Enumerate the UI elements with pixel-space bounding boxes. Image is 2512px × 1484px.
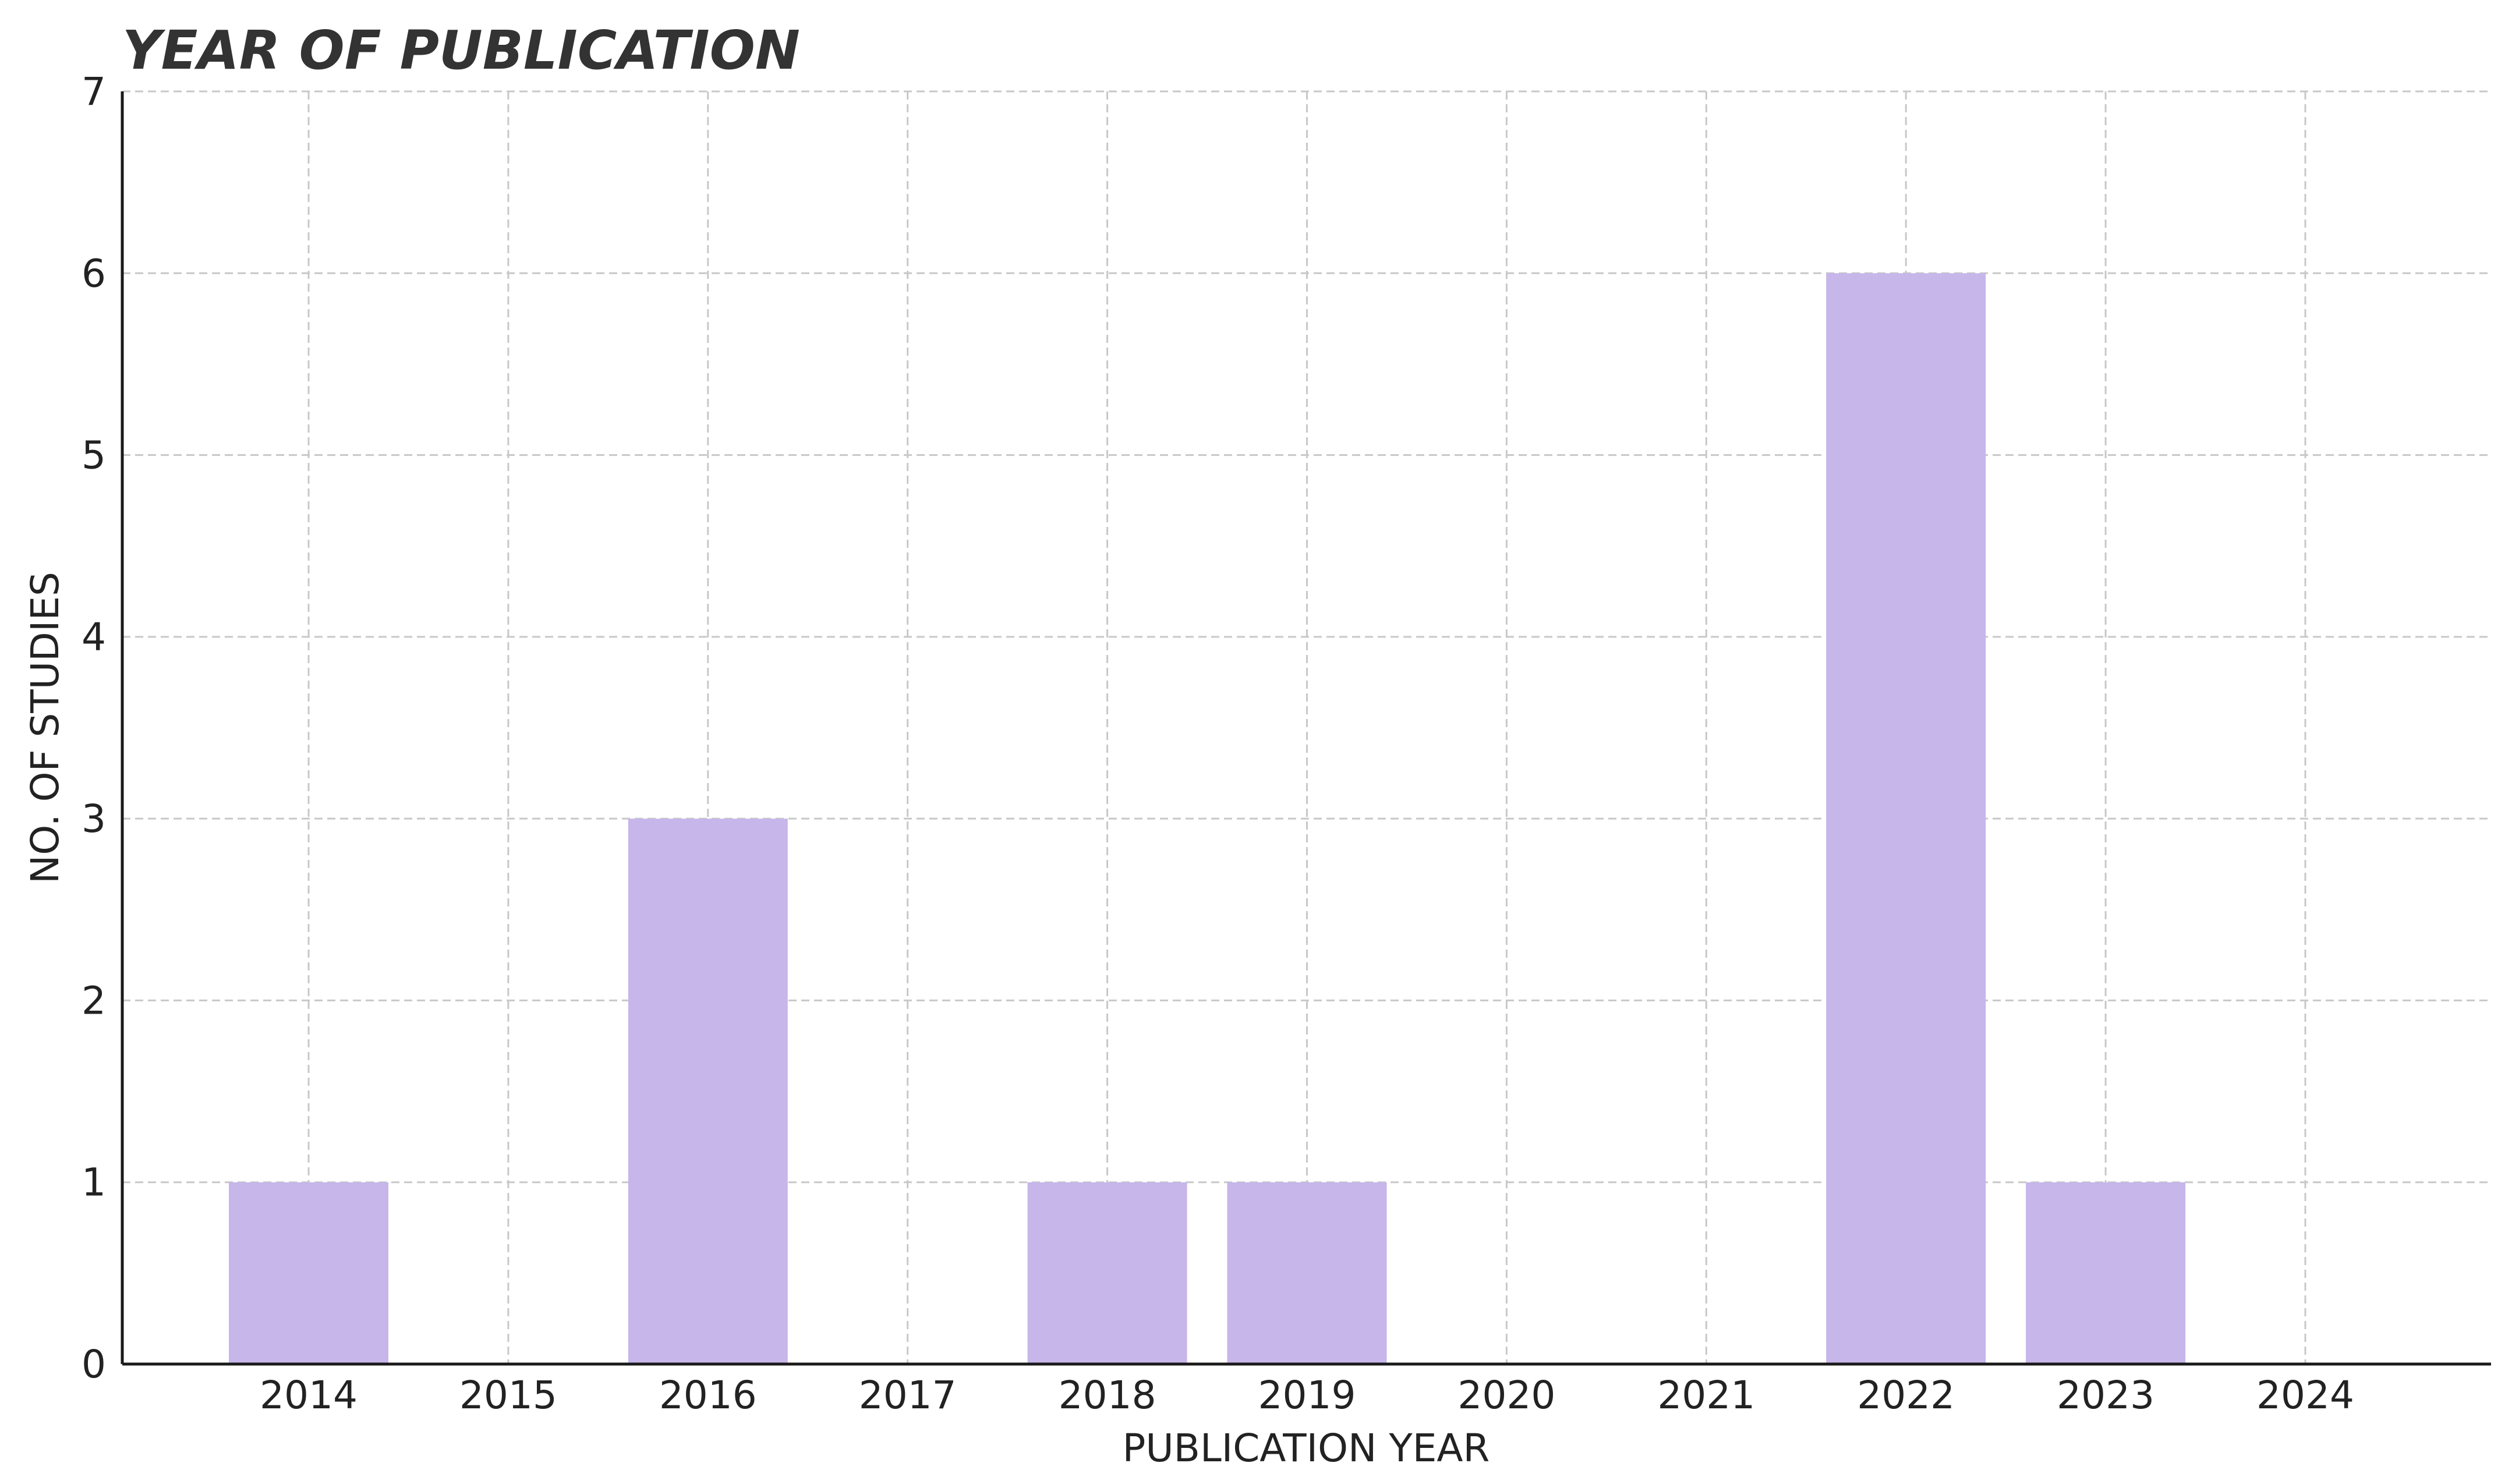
x-tick-label: 2015	[459, 1373, 557, 1418]
x-tick-label: 2016	[659, 1373, 757, 1418]
y-tick-label: 0	[82, 1342, 106, 1387]
x-tick-label: 2018	[1059, 1373, 1156, 1418]
x-tick-labels: 2014 2015 2016 2017 2018 2019 2020 2021 2022 2023…	[260, 1373, 2354, 1418]
axes	[121, 91, 2491, 1366]
y-tick-label: 6	[82, 251, 106, 296]
x-tick-label: 2023	[2057, 1373, 2154, 1418]
x-tick-label: 2019	[1258, 1373, 1356, 1418]
x-tick-label: 2024	[2256, 1373, 2354, 1418]
bar-2016	[628, 819, 788, 1364]
y-tick-label: 7	[82, 69, 106, 114]
x-tick-label: 2021	[1657, 1373, 1755, 1418]
x-axis-label: PUBLICATION YEAR	[1123, 1426, 1490, 1471]
x-tick-label: 2020	[1457, 1373, 1555, 1418]
chart-title: YEAR OF PUBLICATION	[122, 19, 800, 82]
x-tick-label: 2014	[260, 1373, 358, 1418]
bar-2022	[1826, 273, 1986, 1365]
y-tick-label: 1	[82, 1160, 106, 1205]
x-tick-label: 2017	[859, 1373, 957, 1418]
y-tick-label: 5	[82, 433, 106, 478]
y-tick-label: 2	[82, 978, 106, 1023]
grid	[122, 90, 2491, 1364]
y-tick-label: 4	[82, 615, 106, 660]
y-tick-label: 3	[82, 796, 106, 841]
bar-2014	[229, 1182, 388, 1364]
x-tick-label: 2022	[1857, 1373, 1955, 1418]
y-tick-labels: 0 1 2 3 4 5 6 7	[82, 69, 106, 1387]
bar-2019	[1227, 1182, 1387, 1364]
bar-2023	[2026, 1182, 2186, 1364]
y-axis-label: NO. OF STUDIES	[23, 572, 68, 884]
bars	[229, 273, 2186, 1365]
bar-2018	[1027, 1182, 1187, 1364]
